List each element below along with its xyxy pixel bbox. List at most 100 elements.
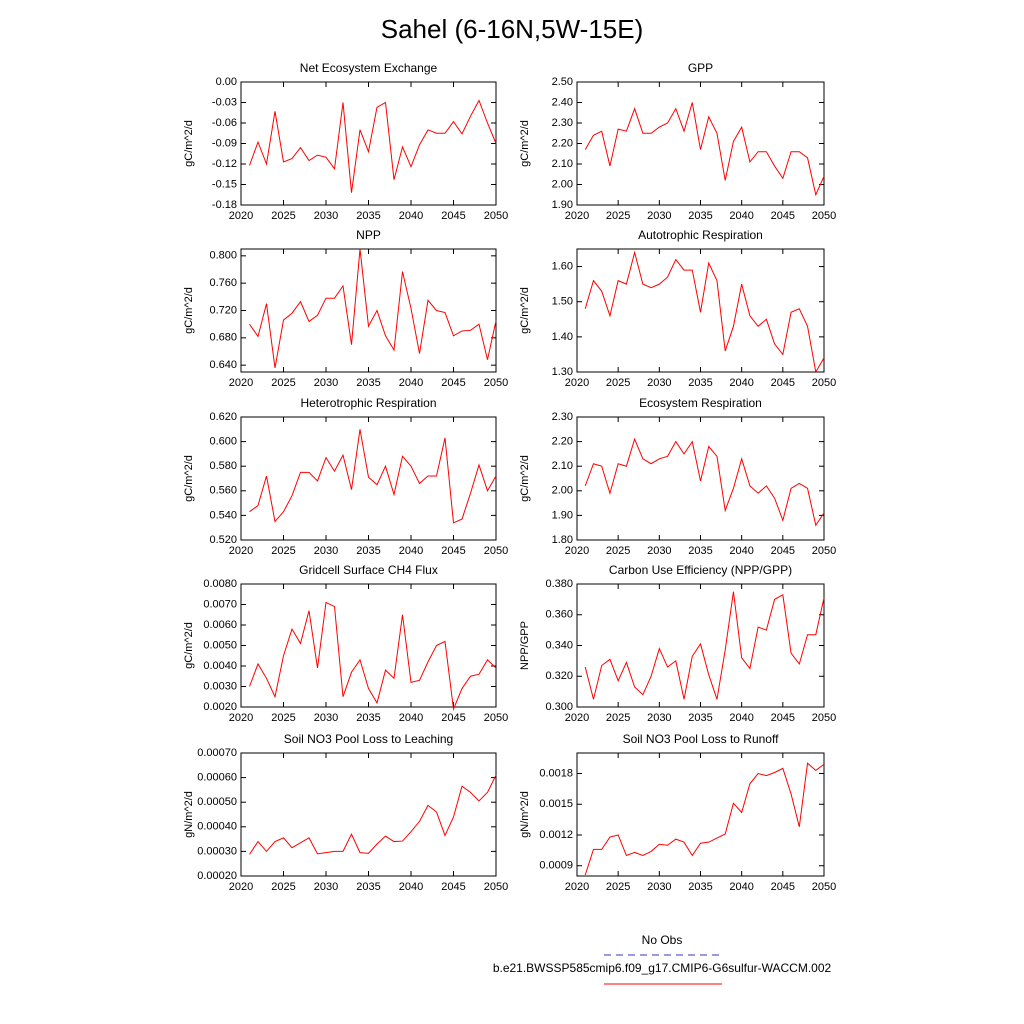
data-line xyxy=(249,99,497,193)
y-tick-label: 0.0030 xyxy=(203,680,237,692)
y-tick-label: 0.0070 xyxy=(203,598,237,610)
y-tick-label: 0.360 xyxy=(545,609,573,621)
data-line xyxy=(584,250,825,374)
x-tick-label: 2045 xyxy=(771,210,795,222)
x-tick-label: 2025 xyxy=(606,881,630,893)
data-line xyxy=(584,762,825,876)
x-tick-label: 2035 xyxy=(688,712,712,724)
x-tick-label: 2050 xyxy=(812,881,836,893)
x-tick-label: 2030 xyxy=(314,377,338,389)
x-tick-label: 2045 xyxy=(441,881,465,893)
y-tick-label: 0.0040 xyxy=(203,660,237,672)
y-tick-label: 1.60 xyxy=(552,260,573,272)
data-line xyxy=(584,437,825,527)
x-tick-label: 2025 xyxy=(271,712,295,724)
x-tick-label: 2035 xyxy=(356,377,380,389)
y-axis-label: gC/m^2/d xyxy=(183,287,195,334)
x-tick-label: 2050 xyxy=(484,881,508,893)
y-tick-label: 0.380 xyxy=(545,578,573,590)
x-tick-label: 2050 xyxy=(812,712,836,724)
y-axis-label: gC/m^2/d xyxy=(183,455,195,502)
y-axis-label: gC/m^2/d xyxy=(519,455,531,502)
x-tick-label: 2025 xyxy=(606,210,630,222)
y-tick-label: 0.00 xyxy=(216,76,237,88)
x-tick-label: 2035 xyxy=(688,210,712,222)
panel-title: NPP xyxy=(356,228,381,242)
plot-frame xyxy=(240,752,497,877)
y-tick-label: 2.10 xyxy=(552,460,573,472)
x-tick-label: 2050 xyxy=(484,210,508,222)
y-tick-label: 0.00030 xyxy=(197,845,237,857)
x-tick-label: 2040 xyxy=(399,545,423,557)
y-tick-label: -0.03 xyxy=(212,96,237,108)
y-tick-label: 0.800 xyxy=(209,250,237,262)
x-tick-label: 2045 xyxy=(441,712,465,724)
y-tick-label: 1.90 xyxy=(552,199,573,211)
x-tick-label: 2045 xyxy=(441,210,465,222)
plot-frame xyxy=(240,81,497,206)
y-tick-label: 2.00 xyxy=(552,485,573,497)
panel-title: Ecosystem Respiration xyxy=(639,396,762,410)
plot-frame xyxy=(240,248,497,373)
y-tick-label: -0.15 xyxy=(212,178,237,190)
y-tick-label: 0.640 xyxy=(209,359,237,371)
plot-frame xyxy=(576,752,825,877)
y-tick-label: 2.30 xyxy=(552,411,573,423)
x-tick-label: 2040 xyxy=(399,377,423,389)
legend-label: b.e21.BWSSP585cmip6.f09_g17.CMIP6-G6sulf… xyxy=(493,961,832,975)
y-tick-label: -0.18 xyxy=(212,199,237,211)
x-tick-label: 2035 xyxy=(356,712,380,724)
x-tick-label: 2035 xyxy=(356,210,380,222)
x-tick-label: 2030 xyxy=(647,712,671,724)
x-tick-label: 2020 xyxy=(229,545,253,557)
y-tick-label: 1.40 xyxy=(552,331,573,343)
y-tick-label: 0.320 xyxy=(545,670,573,682)
x-tick-label: 2025 xyxy=(271,210,295,222)
x-tick-label: 2040 xyxy=(399,210,423,222)
y-tick-label: 1.80 xyxy=(552,534,573,546)
y-tick-label: 0.760 xyxy=(209,277,237,289)
panel-title: Net Ecosystem Exchange xyxy=(300,61,438,75)
x-tick-label: 2035 xyxy=(688,881,712,893)
x-tick-label: 2025 xyxy=(606,545,630,557)
data-line xyxy=(249,601,497,711)
x-tick-label: 2040 xyxy=(729,712,753,724)
y-tick-label: 0.0018 xyxy=(539,767,573,779)
x-tick-label: 2030 xyxy=(647,210,671,222)
x-tick-label: 2020 xyxy=(229,881,253,893)
data-line xyxy=(584,591,825,700)
y-tick-label: 0.720 xyxy=(209,304,237,316)
y-tick-label: 0.0012 xyxy=(539,829,573,841)
x-tick-label: 2035 xyxy=(356,545,380,557)
y-tick-label: 0.340 xyxy=(545,639,573,651)
x-tick-label: 2035 xyxy=(356,881,380,893)
x-tick-label: 2045 xyxy=(441,545,465,557)
y-tick-label: 2.50 xyxy=(552,76,573,88)
x-tick-label: 2030 xyxy=(314,712,338,724)
x-tick-label: 2025 xyxy=(271,545,295,557)
y-tick-label: 1.90 xyxy=(552,509,573,521)
data-line xyxy=(249,774,497,855)
x-tick-label: 2045 xyxy=(771,377,795,389)
y-tick-label: 1.50 xyxy=(552,296,573,308)
x-tick-label: 2025 xyxy=(606,712,630,724)
y-tick-label: -0.06 xyxy=(212,117,237,129)
y-tick-label: 2.10 xyxy=(552,158,573,170)
y-axis-label: gC/m^2/d xyxy=(183,622,195,669)
x-tick-label: 2030 xyxy=(647,545,671,557)
data-line xyxy=(249,248,497,368)
x-tick-label: 2040 xyxy=(729,545,753,557)
y-tick-label: 0.680 xyxy=(209,332,237,344)
y-tick-label: 2.20 xyxy=(552,137,573,149)
x-tick-label: 2050 xyxy=(484,712,508,724)
x-tick-label: 2025 xyxy=(606,377,630,389)
x-tick-label: 2045 xyxy=(771,881,795,893)
panel-title: GPP xyxy=(688,61,713,75)
panel-title: Heterotrophic Respiration xyxy=(300,396,436,410)
x-tick-label: 2020 xyxy=(229,377,253,389)
y-axis-label: gC/m^2/d xyxy=(183,120,195,167)
x-tick-label: 2035 xyxy=(688,545,712,557)
plot-frame xyxy=(240,416,497,541)
y-tick-label: 1.30 xyxy=(552,366,573,378)
